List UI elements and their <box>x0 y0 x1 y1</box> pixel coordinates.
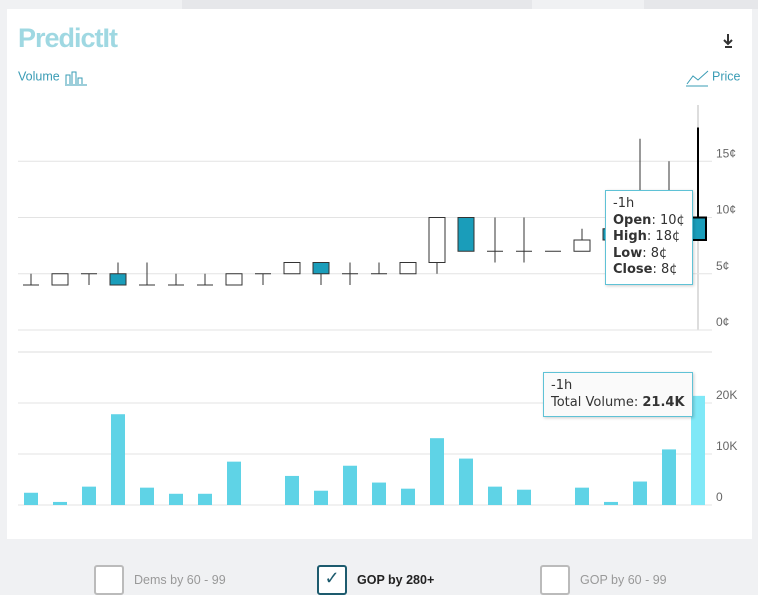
y-tick-label: 0 <box>716 490 723 504</box>
volume-bar <box>488 486 502 505</box>
options: Dems by 60 - 99 ✓ GOP by 280+ GOP by 60 - 9… <box>0 540 758 595</box>
volume-bar <box>662 449 676 505</box>
volume-icon <box>65 71 87 86</box>
candle-body <box>225 273 243 286</box>
volume-bar <box>401 488 415 505</box>
tooltip-row: Total Volume: 21.4K <box>551 395 685 412</box>
y-tick-label: 10K <box>716 439 737 453</box>
tooltip-label: Total Volume: <box>551 394 639 410</box>
volume-bar <box>314 490 328 505</box>
volume-bar <box>227 461 241 505</box>
y-tick-label: 20K <box>716 388 737 402</box>
price-icon <box>686 70 709 87</box>
option-label: Dems by 60 - 99 <box>134 573 226 587</box>
volume-bar <box>633 481 647 505</box>
volume-bar <box>285 475 299 505</box>
volume-tooltip: -1h Total Volume: 21.4K <box>543 372 693 417</box>
tooltip-label: Open <box>613 212 652 228</box>
volume-bar <box>343 465 357 505</box>
volume-bar <box>372 482 386 505</box>
candle-body <box>109 273 127 286</box>
tooltip-row: Close: 8¢ <box>613 262 678 277</box>
candle-body <box>283 262 301 275</box>
volume-bar <box>24 492 38 505</box>
volume-bar <box>517 489 531 505</box>
volume-bar <box>82 486 96 505</box>
tooltip-value: 21.4K <box>642 394 685 410</box>
candle-body <box>428 217 446 263</box>
volume-bar <box>430 438 444 505</box>
tooltip-label: Low <box>613 245 643 261</box>
tooltip-value: 8¢ <box>650 245 668 261</box>
candle-body <box>399 262 417 275</box>
volume-toggle[interactable]: Volume <box>18 69 60 83</box>
tooltip-label: High <box>613 229 647 244</box>
tooltip-row: Low: 8¢ <box>613 245 668 261</box>
option-label: GOP by 280+ <box>357 573 435 587</box>
logo: PredictIt <box>18 23 118 53</box>
option[interactable]: GOP by 60 - 99 <box>540 565 667 595</box>
tooltip-value: 18¢ <box>655 229 681 244</box>
volume-bar <box>459 458 473 505</box>
price-toggle[interactable]: Price <box>712 69 741 83</box>
candle-body <box>457 217 475 252</box>
volume-bar <box>111 414 125 505</box>
candle-body <box>312 262 330 275</box>
price-tooltip: -1h Open: 10¢ High: 18¢ Low: 8¢ Close: 8¢ <box>605 190 693 285</box>
tooltip-title: -1h <box>551 378 573 393</box>
volume-bar <box>140 487 154 505</box>
tooltip-value: 10¢ <box>659 212 685 228</box>
checkbox <box>540 565 570 595</box>
y-tick-label: 15¢ <box>716 146 736 160</box>
tooltip-value: 8¢ <box>661 262 678 277</box>
tooltip-row: Open: 10¢ <box>613 212 685 228</box>
y-tick-label: 5¢ <box>716 259 729 273</box>
candle-body <box>573 239 591 252</box>
tab-strip <box>182 0 532 9</box>
tooltip-label: Close <box>613 262 653 277</box>
volume-bar <box>198 493 212 505</box>
checkbox: ✓ <box>317 565 347 595</box>
candle-body <box>51 273 69 286</box>
option[interactable]: Dems by 60 - 99 <box>94 565 226 595</box>
volume-bar <box>169 493 183 505</box>
y-tick-label: 10¢ <box>716 203 736 217</box>
volume-bar <box>691 395 705 505</box>
y-tick-label: 0¢ <box>716 315 729 329</box>
tooltip-row: High: 18¢ <box>613 229 681 244</box>
volume-bar <box>53 501 67 505</box>
tab-strip <box>644 0 758 9</box>
checkbox <box>94 565 124 595</box>
tooltip-title: -1h <box>613 196 635 211</box>
volume-bar <box>604 501 618 505</box>
volume-bar <box>575 487 589 505</box>
download-icon[interactable] <box>723 34 733 48</box>
option[interactable]: ✓ GOP by 280+ <box>317 565 434 595</box>
option-label: GOP by 60 - 99 <box>580 573 667 587</box>
